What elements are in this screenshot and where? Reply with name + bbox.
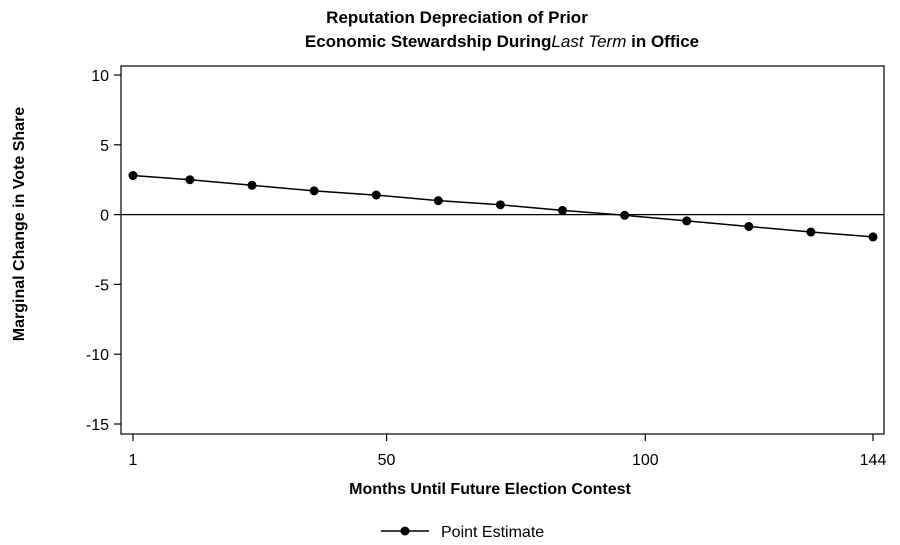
data-point xyxy=(620,210,630,220)
y-tick-label: 10 xyxy=(91,68,109,85)
chart-title-line2: Economic Stewardship DuringLast Term in … xyxy=(305,32,699,51)
data-point xyxy=(806,227,816,237)
chart-title-line2-part-a: Economic Stewardship During xyxy=(305,32,552,51)
data-point xyxy=(309,186,319,196)
data-point xyxy=(495,200,505,210)
x-tick-label: 144 xyxy=(860,452,887,469)
x-tick-label: 100 xyxy=(632,452,659,469)
y-tick-label: -15 xyxy=(86,417,109,434)
data-point xyxy=(185,175,195,185)
data-point xyxy=(558,205,568,215)
y-tick-label: 5 xyxy=(100,138,109,155)
chart-title-line1: Reputation Depreciation of Prior xyxy=(326,8,588,27)
x-tick-label: 50 xyxy=(378,452,396,469)
legend: Point Estimate xyxy=(381,524,544,541)
chart-title-line2-part-b: Last Term xyxy=(551,32,626,51)
y-tick-label: -10 xyxy=(86,347,109,364)
legend-label-point-estimate: Point Estimate xyxy=(441,524,544,541)
x-axis-title: Months Until Future Election Contest xyxy=(349,481,631,498)
data-point xyxy=(682,216,692,226)
legend-marker xyxy=(400,526,410,536)
x-tick-label: 1 xyxy=(129,452,138,469)
plot-area xyxy=(120,65,885,435)
y-axis: 10 5 0 -5 -10 -15 xyxy=(86,68,121,434)
data-point xyxy=(371,190,381,200)
data-point xyxy=(128,171,138,181)
data-point xyxy=(433,196,443,206)
data-point xyxy=(868,232,878,242)
y-axis-title: Marginal Change in Vote Share xyxy=(11,107,28,342)
data-point xyxy=(247,180,257,190)
y-tick-label: 0 xyxy=(100,208,109,225)
data-point xyxy=(744,221,754,231)
y-tick-label: -5 xyxy=(95,277,109,294)
series-points xyxy=(128,171,878,242)
chart-title-line2-part-c: in Office xyxy=(626,32,699,51)
x-axis: 1 50 100 144 xyxy=(129,434,887,469)
